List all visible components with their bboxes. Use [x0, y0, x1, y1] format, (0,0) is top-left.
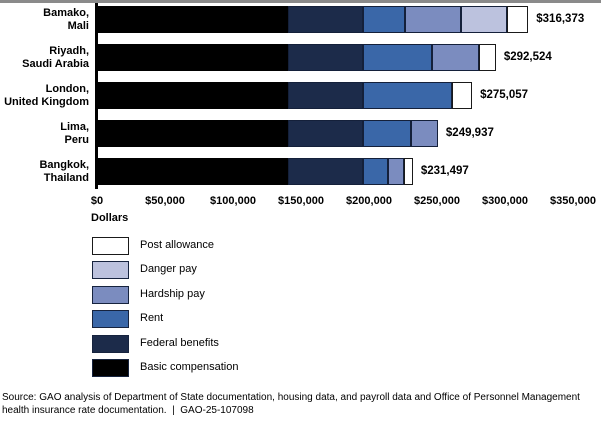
segment-post — [403, 158, 413, 185]
segment-federal — [288, 120, 364, 147]
legend-swatch-basic — [92, 359, 129, 377]
category-label: Lima, Peru — [0, 120, 89, 147]
segment-hardship — [410, 120, 438, 147]
segment-rent — [363, 158, 388, 185]
bar-total-label: $275,057 — [480, 89, 529, 101]
segment-federal — [288, 82, 364, 109]
segment-rent — [363, 6, 406, 33]
legend-label: Hardship pay — [140, 288, 205, 300]
x-tick-label: $350,000 — [550, 195, 596, 207]
segment-federal — [288, 158, 364, 185]
segment-rent — [363, 82, 452, 109]
category-label-line: Peru — [64, 133, 89, 146]
category-label-line: Riyadh, — [49, 44, 89, 57]
category-label: London, United Kingdom — [0, 82, 89, 109]
x-axis-title: Dollars — [91, 212, 129, 224]
legend-item-federal: Federal benefits — [92, 335, 392, 353]
bar-row: London, United Kingdom $275,057 — [0, 82, 601, 109]
x-tick-label: $200,000 — [346, 195, 392, 207]
segment-basic — [98, 44, 289, 71]
x-tick-label: $0 — [90, 195, 104, 207]
segment-rent — [363, 120, 411, 147]
category-label-line: Bangkok, — [39, 158, 89, 171]
stacked-bar — [98, 6, 529, 33]
top-rule — [0, 0, 601, 3]
legend-label: Basic compensation — [140, 361, 239, 373]
category-label-line: Saudi Arabia — [22, 57, 89, 70]
x-tick-label: $300,000 — [482, 195, 528, 207]
stacked-bar — [98, 158, 413, 185]
category-label: Bangkok, Thailand — [0, 158, 89, 185]
bar-total-label: $249,937 — [445, 127, 494, 139]
legend-item-danger: Danger pay — [92, 261, 392, 279]
legend-item-post: Post allowance — [92, 237, 392, 255]
category-label-line: Lima, — [60, 120, 89, 133]
legend-item-hardship: Hardship pay — [92, 286, 392, 304]
segment-basic — [98, 120, 289, 147]
segment-basic — [98, 158, 289, 185]
stacked-bar — [98, 120, 438, 147]
source-line-2: health insurance rate documentation. | G… — [2, 405, 254, 416]
source-line-1: Source: GAO analysis of Department of St… — [2, 392, 580, 403]
y-axis-line — [95, 3, 98, 189]
source-note: Source: GAO analysis of Department of St… — [2, 391, 580, 417]
segment-basic — [98, 6, 289, 33]
segment-hardship — [431, 44, 479, 71]
segment-post — [451, 82, 473, 109]
x-tick-label: $50,000 — [145, 195, 185, 207]
legend-swatch-danger — [92, 261, 129, 279]
x-tick-label: $100,000 — [210, 195, 256, 207]
category-label-line: Mali — [67, 19, 89, 32]
bar-row: Riyadh, Saudi Arabia $292,524 — [0, 44, 601, 71]
category-label-line: London, — [45, 82, 89, 95]
segment-basic — [98, 82, 289, 109]
bar-row: Bamako, Mali $316,373 — [0, 6, 601, 33]
segment-hardship — [405, 6, 462, 33]
legend-label: Rent — [140, 312, 164, 324]
segment-danger — [461, 6, 508, 33]
segment-federal — [288, 6, 364, 33]
stacked-bar — [98, 44, 496, 71]
category-label-line: Thailand — [43, 171, 89, 184]
legend-label: Federal benefits — [140, 337, 219, 349]
category-label-line: United Kingdom — [4, 95, 89, 108]
legend-label: Post allowance — [140, 239, 214, 251]
legend-label: Danger pay — [140, 263, 197, 275]
legend-item-rent: Rent — [92, 310, 392, 328]
bar-row: Bangkok, Thailand $231,497 — [0, 158, 601, 185]
bar-total-label: $292,524 — [503, 51, 552, 63]
legend-item-basic: Basic compensation — [92, 359, 392, 377]
bar-total-label: $316,373 — [536, 13, 585, 25]
category-label-line: Bamako, — [43, 6, 89, 19]
bar-total-label: $231,497 — [420, 165, 469, 177]
bar-row: Lima, Peru $249,937 — [0, 120, 601, 147]
category-label: Bamako, Mali — [0, 6, 89, 33]
x-tick-label: $250,000 — [414, 195, 460, 207]
legend-swatch-post — [92, 237, 129, 255]
legend-swatch-hardship — [92, 286, 129, 304]
segment-post — [478, 44, 496, 71]
segment-rent — [363, 44, 432, 71]
x-tick-label: $150,000 — [278, 195, 324, 207]
legend-swatch-rent — [92, 310, 129, 328]
legend-swatch-federal — [92, 335, 129, 353]
segment-post — [507, 6, 529, 33]
segment-hardship — [387, 158, 404, 185]
segment-federal — [288, 44, 364, 71]
category-label: Riyadh, Saudi Arabia — [0, 44, 89, 71]
stacked-bar — [98, 82, 473, 109]
